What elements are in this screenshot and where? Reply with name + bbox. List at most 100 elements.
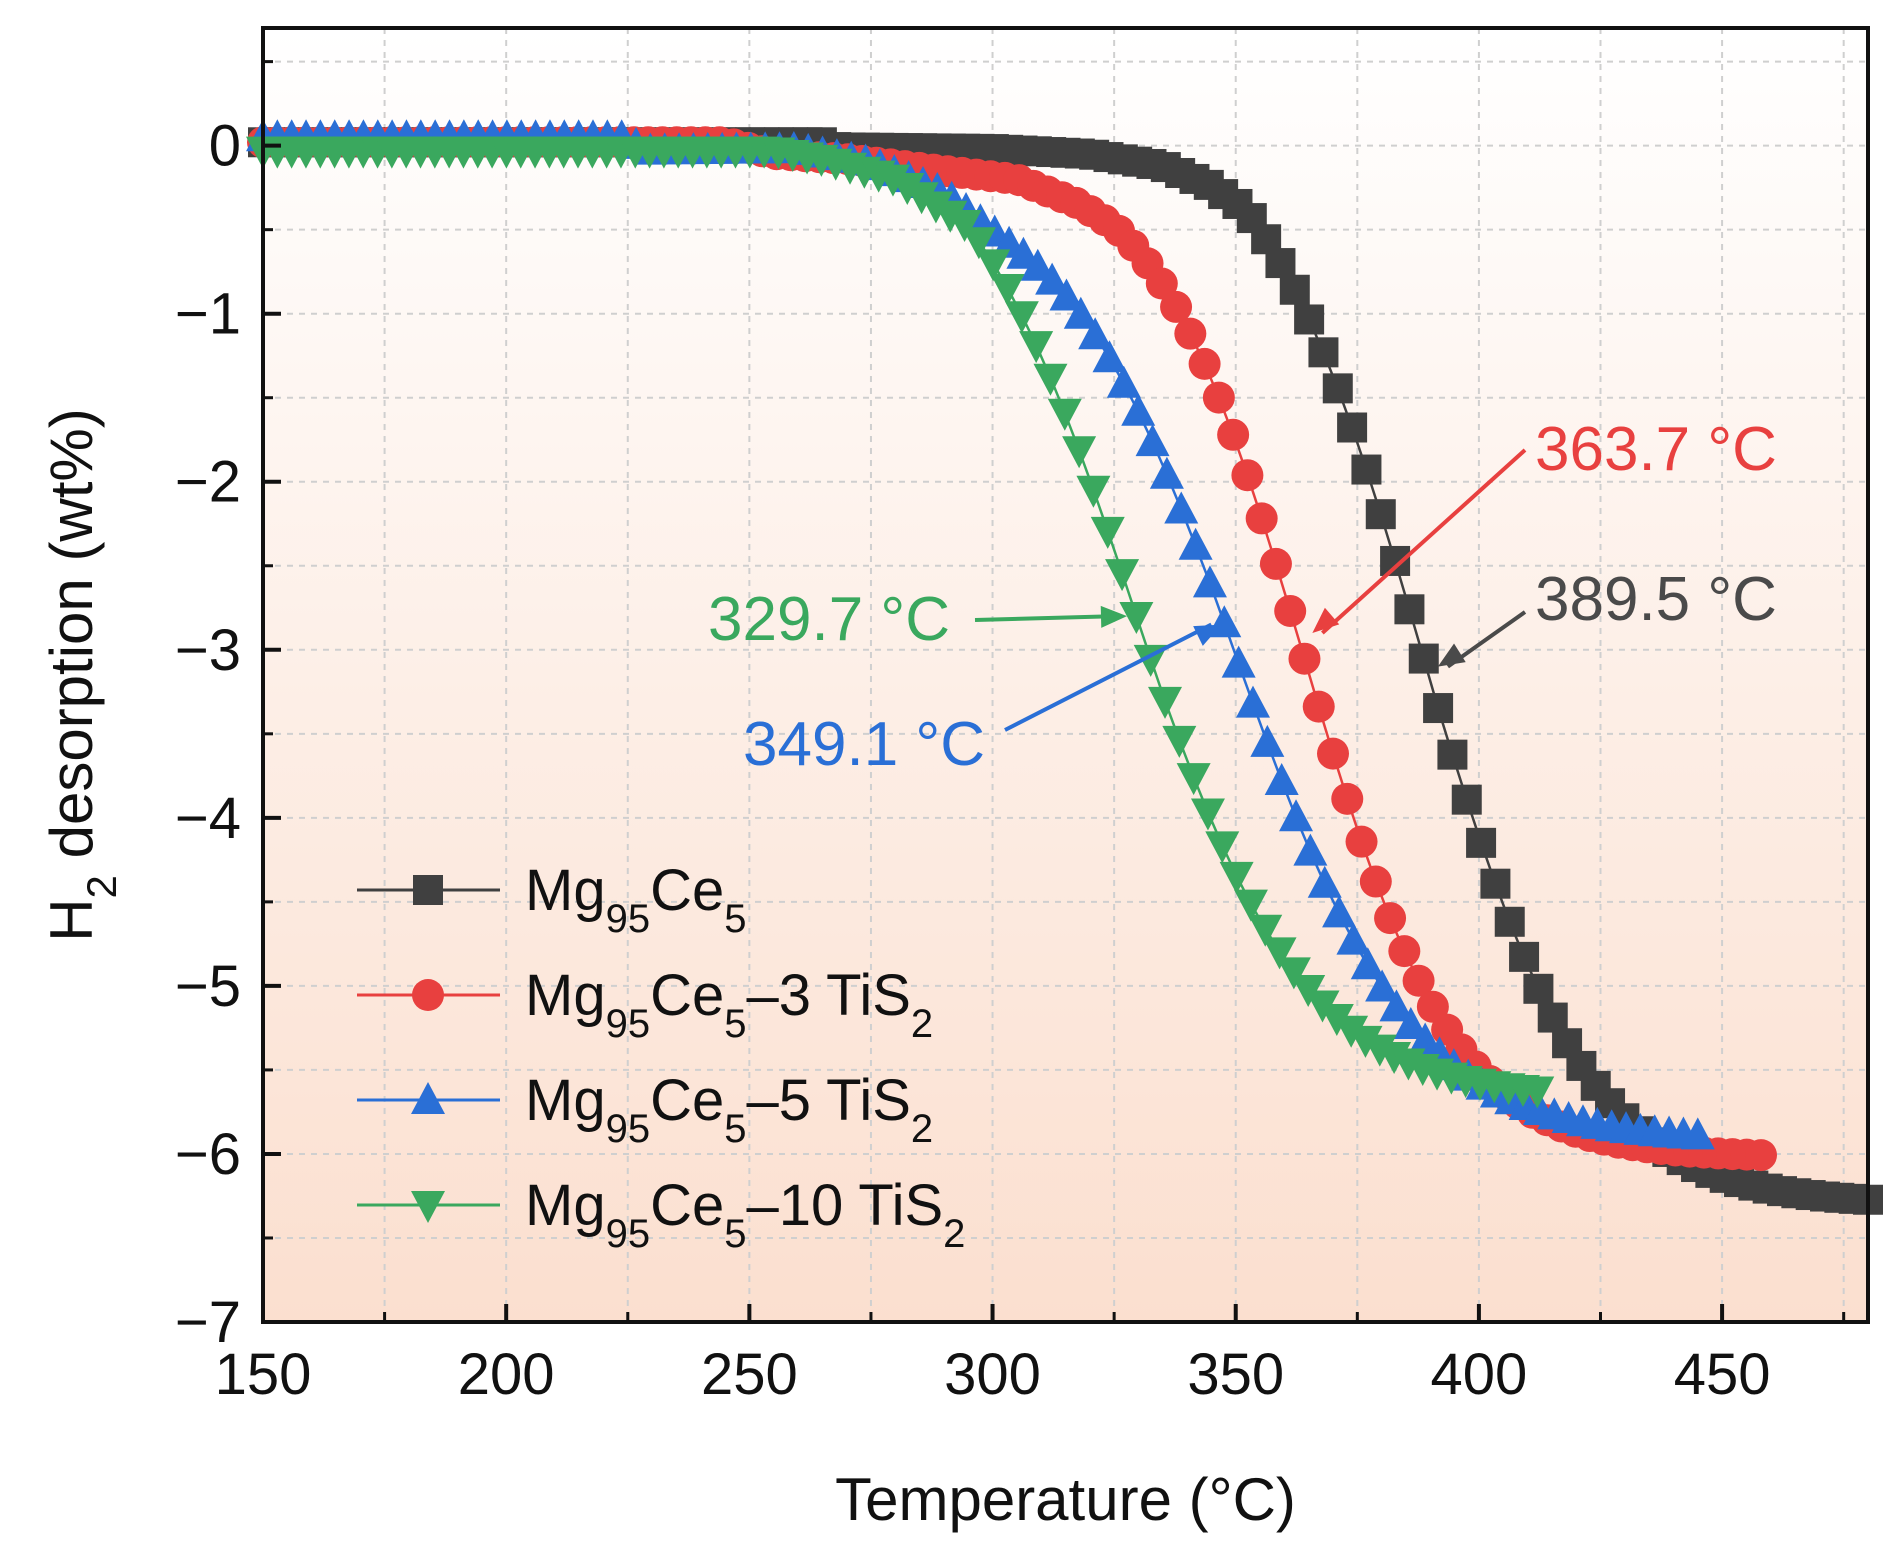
data-point (1135, 424, 1170, 457)
data-point (1351, 454, 1382, 485)
data-point (1231, 459, 1264, 492)
y-tick-label: −2 (175, 450, 241, 515)
annotation-2: 329.7 °C (708, 585, 1127, 654)
data-point (1307, 865, 1342, 898)
data-point (1188, 347, 1221, 380)
annotation-1: 389.5 °C (1437, 565, 1777, 669)
data-point (1523, 973, 1554, 1004)
data-point (1494, 906, 1525, 937)
data-point (1359, 865, 1392, 898)
data-point (976, 249, 1011, 282)
data-point (933, 200, 968, 233)
data-point (1350, 947, 1385, 980)
data-point (961, 227, 996, 260)
annotation-arrow-head (1100, 605, 1127, 628)
x-tick-label: 350 (1187, 1342, 1284, 1407)
data-point (1402, 964, 1435, 997)
data-point (1331, 782, 1364, 815)
annotations: 363.7 °C 389.5 °C 329.7 °C 349.1 °C (708, 415, 1777, 779)
data-point (1279, 799, 1314, 832)
data-point (1408, 1022, 1443, 1055)
legend-marker (411, 1191, 445, 1223)
data-point (1033, 363, 1068, 396)
data-point (1374, 902, 1407, 935)
data-point (1393, 1006, 1428, 1039)
data-point (1365, 969, 1400, 1002)
data-point (1092, 340, 1127, 373)
data-point (1190, 798, 1225, 831)
y-tick-label: −5 (175, 954, 241, 1019)
data-point (1745, 1139, 1777, 1172)
data-point (1279, 274, 1310, 305)
legend-entry-1: Mg95Ce5–3 TiS2 (357, 963, 933, 1046)
data-point (1205, 831, 1240, 864)
data-point (1317, 737, 1349, 770)
data-point (1520, 1076, 1555, 1109)
grid-lines (263, 28, 1868, 1322)
legend-marker (413, 875, 443, 905)
data-point (1537, 1002, 1568, 1033)
data-point (1202, 381, 1235, 414)
data-point (1336, 922, 1371, 955)
data-point (1302, 690, 1335, 723)
data-point (1119, 602, 1154, 635)
data-point (1264, 762, 1299, 795)
x-tick-label: 150 (215, 1342, 312, 1407)
data-point (1176, 763, 1211, 796)
legend-label: Mg95Ce5 (525, 858, 746, 941)
data-point (1388, 935, 1421, 968)
annotation-arrow-line (1004, 622, 1213, 732)
data-point (1221, 645, 1256, 678)
data-point (1090, 516, 1125, 549)
legend-label: Mg95Ce5–3 TiS2 (525, 963, 933, 1046)
annotation-arrow-line (1321, 448, 1527, 635)
series-markers-3 (246, 136, 1555, 1109)
annotation-arrow-line (974, 614, 1118, 622)
data-point (1219, 861, 1254, 894)
data-point (904, 182, 939, 215)
data-point (1145, 267, 1178, 300)
data-point (1322, 895, 1357, 928)
data-point (947, 209, 982, 242)
data-point (1509, 941, 1540, 972)
data-point (1217, 418, 1250, 451)
series-markers (246, 119, 1883, 1215)
legend: Mg95Ce5 Mg95Ce5–3 TiS2 Mg95Ce5–5 TiS2 Mg95C… (357, 858, 965, 1256)
data-point (1049, 278, 1084, 311)
data-point (1345, 825, 1378, 858)
y-axis-title: H2 desorption (wt%) (38, 408, 125, 942)
axis-ticks: 150 200 250 300 350 400 450 0 −1 −2 −3 −4 −5 −6 −7 (175, 60, 1846, 1407)
data-point (1162, 725, 1197, 758)
data-point (1416, 990, 1449, 1023)
legend-marker (411, 1082, 445, 1114)
data-point (1259, 547, 1292, 580)
data-point (1121, 393, 1156, 426)
legend-label: Mg95Ce5–5 TiS2 (525, 1068, 933, 1151)
data-point (1408, 643, 1439, 674)
data-point (1148, 686, 1183, 719)
data-point (1294, 304, 1325, 335)
data-point (1047, 398, 1082, 431)
data-point (1078, 317, 1113, 350)
legend-marker (412, 979, 444, 1011)
data-point (1164, 491, 1199, 524)
x-tick-label: 300 (944, 1342, 1041, 1407)
data-point (1063, 296, 1098, 329)
data-point (1365, 499, 1396, 530)
data-point (1178, 527, 1213, 560)
legend-entry-2: Mg95Ce5–5 TiS2 (357, 1068, 933, 1151)
legend-entry-3: Mg95Ce5–10 TiS2 (357, 1173, 965, 1256)
x-tick-label: 450 (1674, 1342, 1771, 1407)
data-point (1192, 565, 1227, 598)
data-point (1480, 868, 1511, 899)
data-point (1004, 301, 1039, 334)
data-point (1245, 502, 1278, 535)
data-point (1293, 833, 1328, 866)
annotation-label: 363.7 °C (1535, 415, 1777, 484)
data-point (1322, 373, 1353, 404)
x-axis-title: Temperature (°C) (835, 1466, 1296, 1533)
data-point (1105, 559, 1140, 592)
data-point (1437, 739, 1468, 770)
